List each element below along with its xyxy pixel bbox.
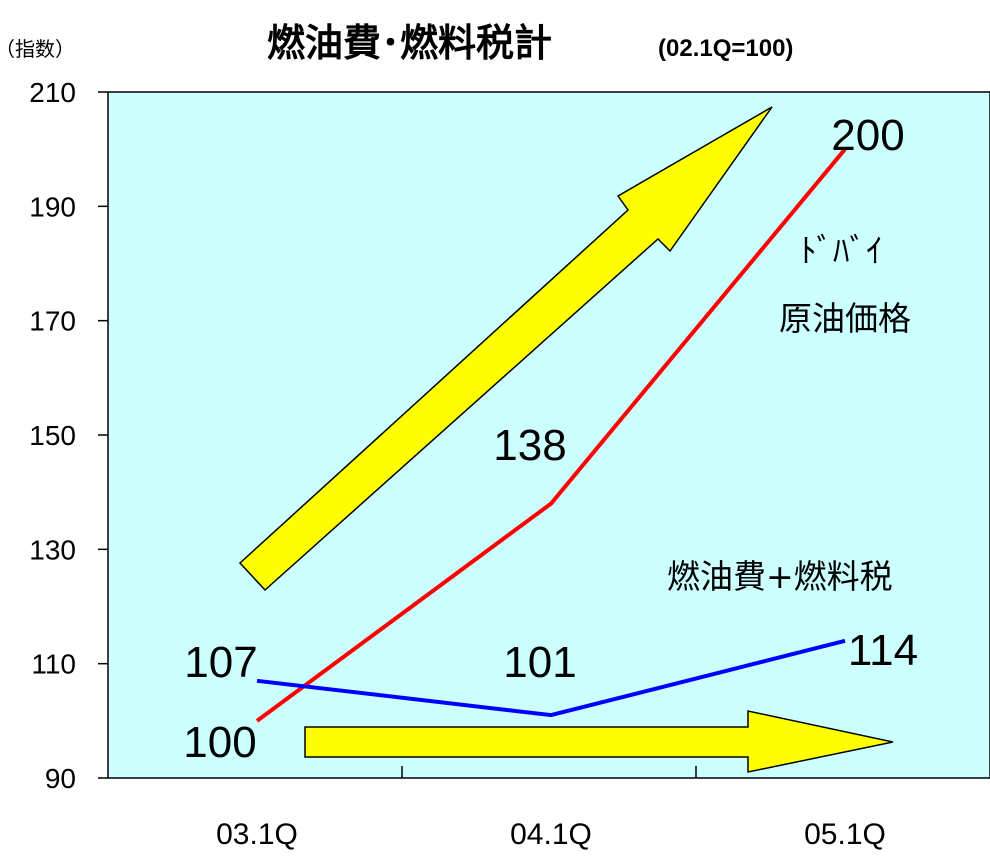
y-tick-label: 150: [29, 420, 76, 451]
data-label: 200: [831, 111, 904, 160]
dubai-crude-line: [255, 147, 847, 723]
data-label: 100: [183, 718, 256, 767]
x-tick-label: 03.1Q: [216, 818, 298, 851]
chart-subtitle: (02.1Q=100): [658, 35, 793, 62]
chart-title: 燃油費･燃料税計: [267, 21, 552, 65]
y-tick-label: 210: [29, 77, 76, 108]
series-label-dubai-line1: ﾄﾞﾊﾞｲ: [800, 231, 883, 270]
x-tick-label: 04.1Q: [510, 818, 592, 851]
y-tick-label: 110: [31, 649, 76, 680]
series-layer: 100 138 200 107 101 114: [183, 111, 918, 767]
y-tick-label: 190: [29, 191, 76, 222]
x-tick-label: 05.1Q: [804, 818, 886, 851]
data-label: 114: [848, 626, 918, 675]
series-label-dubai-line2: 原油価格: [779, 299, 911, 338]
upward-trend-arrow: [238, 106, 773, 592]
y-tick-label: 90: [45, 763, 76, 794]
y-tick-label: 170: [29, 306, 76, 337]
x-axis: 03.1Q 04.1Q 05.1Q: [216, 766, 886, 851]
y-axis: 90 110 130 150 170 190 210: [29, 77, 108, 794]
series-label-fuel: 燃油費+燃料税: [667, 557, 893, 596]
plot-area: [107, 91, 990, 779]
y-tick-label: 130: [29, 534, 76, 565]
flat-trend-arrow: [304, 710, 894, 773]
fuel-cost-tax-line: [256, 638, 846, 718]
data-label: 138: [493, 421, 566, 470]
data-label: 101: [503, 638, 576, 687]
data-label: 107: [184, 638, 257, 687]
y-axis-label: （指数）: [0, 37, 75, 61]
